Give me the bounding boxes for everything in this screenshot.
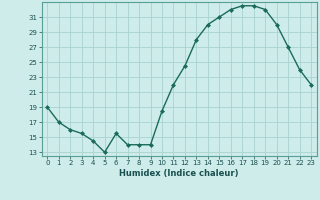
X-axis label: Humidex (Indice chaleur): Humidex (Indice chaleur) bbox=[119, 169, 239, 178]
